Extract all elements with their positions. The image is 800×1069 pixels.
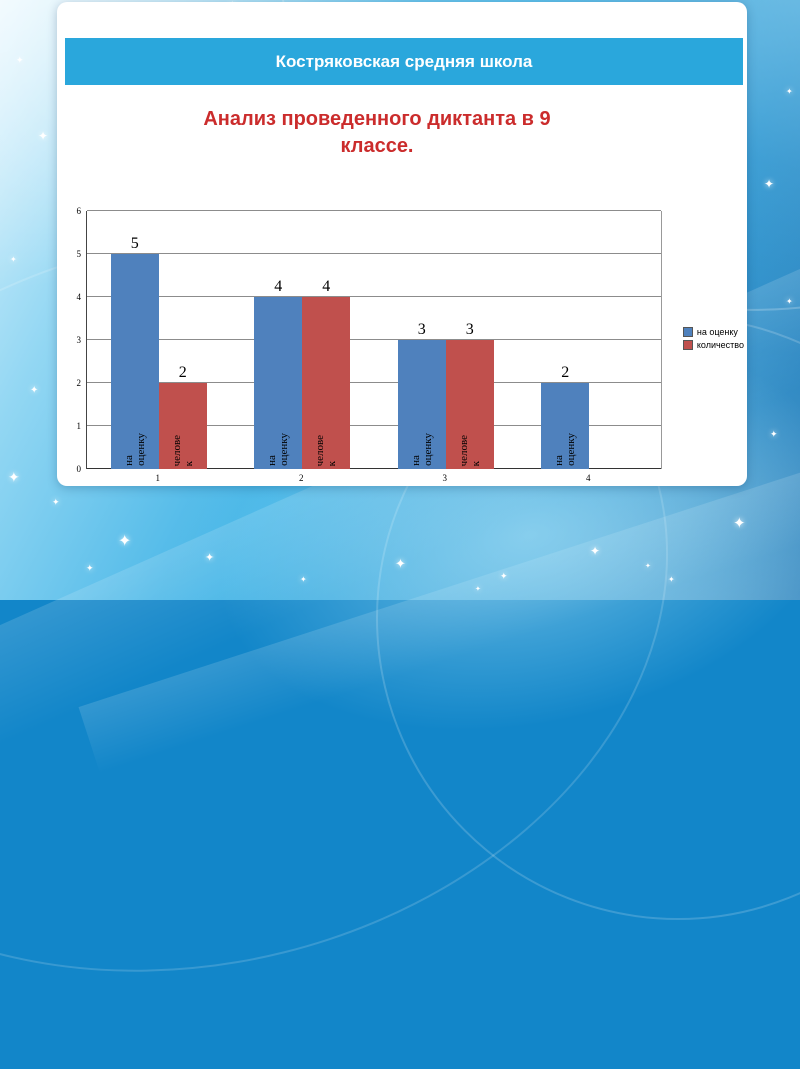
sparkle-icon (86, 564, 94, 573)
x-axis-labels: 1 2 3 4 (86, 473, 660, 483)
school-banner: Костряковская средняя школа (65, 38, 743, 85)
legend-item: количество (682, 340, 744, 350)
bar-slot: 5 на оценку (110, 211, 159, 469)
x-axis-tick: 2 (299, 473, 304, 483)
legend-label: количество (696, 340, 744, 350)
sparkle-icon (205, 553, 214, 564)
sparkle-icon (668, 576, 675, 584)
y-axis-labels: 0 1 2 3 4 5 6 (68, 206, 83, 474)
bar-group: 2 на оценку (518, 211, 662, 469)
bar: челове к (302, 297, 351, 469)
sparkle-icon (590, 545, 600, 557)
y-axis-tick: 6 (76, 206, 82, 216)
bar: челове к (158, 383, 207, 469)
y-axis-tick: 3 (76, 335, 82, 345)
bar: челове к (445, 340, 494, 469)
gridline (87, 296, 661, 297)
legend-item: на оценку (682, 327, 744, 337)
chart: 0 1 2 3 4 5 6 5 на оценку 2 челове к 4 на оценку 4 че… (68, 205, 745, 483)
legend-swatch-icon (682, 340, 693, 350)
bar-group: 3 на оценку 3 челове к (374, 211, 518, 469)
y-axis-tick: 0 (76, 464, 82, 474)
y-axis-tick: 2 (76, 378, 82, 389)
gridline (87, 210, 661, 211)
bar-value-label: 4 (322, 278, 331, 295)
sparkle-icon (475, 586, 481, 593)
bar: на оценку (254, 297, 303, 469)
sparkle-icon (52, 498, 60, 507)
bar-slot: 3 челове к (445, 211, 494, 469)
bar-slot (589, 211, 637, 469)
gridline (87, 382, 661, 383)
sparkle-icon (645, 563, 651, 570)
y-axis-tick: 1 (76, 421, 82, 432)
bar-value-label: 2 (178, 364, 187, 381)
sparkle-icon (118, 534, 131, 550)
bar: на оценку (397, 340, 446, 469)
bar-slot: 4 челове к (302, 211, 351, 469)
plot-area: 5 на оценку 2 челове к 4 на оценку 4 челове к 3 н… (86, 210, 662, 469)
sparkle-icon (30, 386, 38, 396)
sparkle-icon (395, 557, 406, 570)
bar-slot: 2 челове к (158, 211, 207, 469)
bar-value-label: 5 (130, 235, 139, 252)
sparkle-icon (786, 298, 793, 306)
gridline (87, 468, 661, 469)
x-axis-tick: 1 (155, 473, 161, 483)
sparkle-icon (786, 88, 793, 96)
y-axis-tick: 4 (76, 292, 82, 303)
legend-label: на оценку (696, 327, 738, 337)
bar-value-label: 2 (561, 364, 570, 381)
bar-group: 4 на оценку 4 челове к (231, 211, 375, 469)
sparkle-icon (300, 576, 307, 584)
legend-swatch-icon (682, 327, 693, 337)
gridline (87, 339, 661, 340)
sparkle-icon (764, 178, 774, 190)
sparkle-icon (8, 470, 20, 484)
sparkle-icon (38, 130, 48, 142)
bar-inner-label: на оценку (553, 433, 578, 466)
bar-inner-label: на оценку (122, 433, 147, 466)
x-axis-tick: 4 (586, 473, 591, 483)
bar-group: 5 на оценку 2 челове к (87, 211, 231, 469)
bar-inner-label: челове к (170, 434, 195, 466)
bar-slot: 4 на оценку (254, 211, 303, 469)
bar-slot: 3 на оценку (397, 211, 446, 469)
slide-title-line1: Анализ проведенного диктанта в 9 (203, 108, 551, 130)
bar: на оценку (110, 254, 159, 469)
bar-value-label: 3 (465, 321, 474, 338)
sparkle-icon (10, 256, 17, 264)
gridline (87, 425, 661, 426)
bar-inner-label: на оценку (409, 433, 434, 466)
y-axis-tick: 5 (76, 249, 82, 259)
bar-value-label: 4 (274, 278, 283, 295)
bar-slot: 2 на оценку (541, 211, 590, 469)
slide-title: Анализ проведенного диктанта в 9 классе. (97, 106, 657, 160)
bar: на оценку (541, 383, 590, 469)
school-banner-title: Костряковская средняя школа (275, 51, 533, 71)
legend: на оценку количество (682, 327, 744, 353)
sparkle-icon (770, 430, 778, 439)
bar-inner-label: челове к (457, 434, 482, 466)
bar-inner-label: на оценку (266, 433, 291, 466)
gridline (87, 253, 661, 254)
slide-title-line2: классе. (340, 135, 414, 157)
sparkle-icon (500, 572, 508, 581)
sparkle-icon (733, 516, 746, 531)
content-panel: Костряковская средняя школа Анализ прове… (57, 2, 747, 486)
sparkle-icon (16, 56, 24, 65)
bar-value-label: 3 (417, 321, 426, 338)
x-axis-tick: 3 (442, 473, 448, 483)
bar-inner-label: челове к (314, 434, 339, 466)
